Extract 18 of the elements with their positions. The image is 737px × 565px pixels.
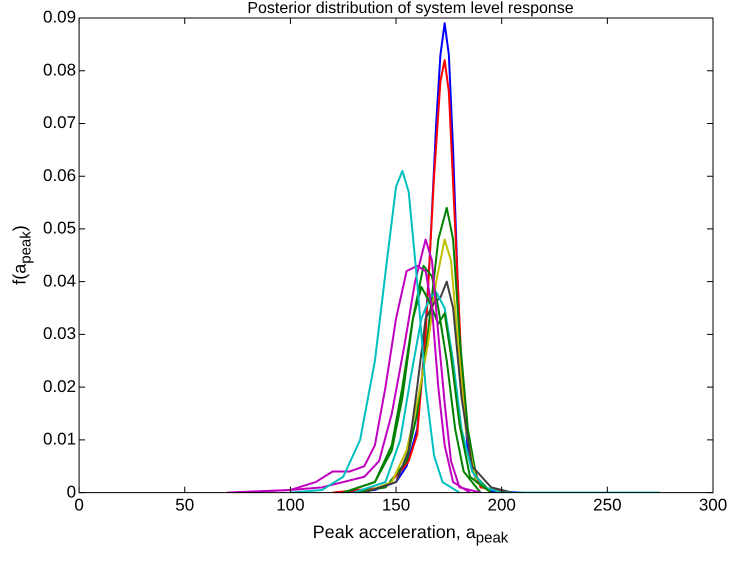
y-tick-label: 0.09 bbox=[42, 8, 76, 27]
x-tick-label: 250 bbox=[593, 495, 622, 514]
y-tick-label: 0 bbox=[66, 482, 76, 502]
x-tick-label: 300 bbox=[698, 495, 728, 514]
y-tick-label: 0.05 bbox=[42, 218, 76, 238]
y-tick-label: 0.01 bbox=[42, 430, 76, 449]
x-tick-label: 50 bbox=[175, 495, 194, 514]
x-axis-title: Peak acceleration, a$_{peak}$ bbox=[312, 522, 510, 547]
x-tick-label: 100 bbox=[276, 495, 305, 514]
y-tick-label: 0.04 bbox=[42, 271, 76, 290]
y-tick-label: 0.08 bbox=[42, 60, 76, 80]
y-tick-label: 0.06 bbox=[42, 166, 76, 185]
y-tick-label: 0.02 bbox=[42, 376, 76, 396]
x-tick-label: 150 bbox=[382, 495, 410, 514]
y-tick-label: 0.03 bbox=[42, 324, 76, 344]
chart-title: Posterior distribution of system level response bbox=[246, 0, 575, 18]
y-tick-label: 0.07 bbox=[42, 113, 76, 132]
x-tick-label: 200 bbox=[488, 495, 516, 514]
